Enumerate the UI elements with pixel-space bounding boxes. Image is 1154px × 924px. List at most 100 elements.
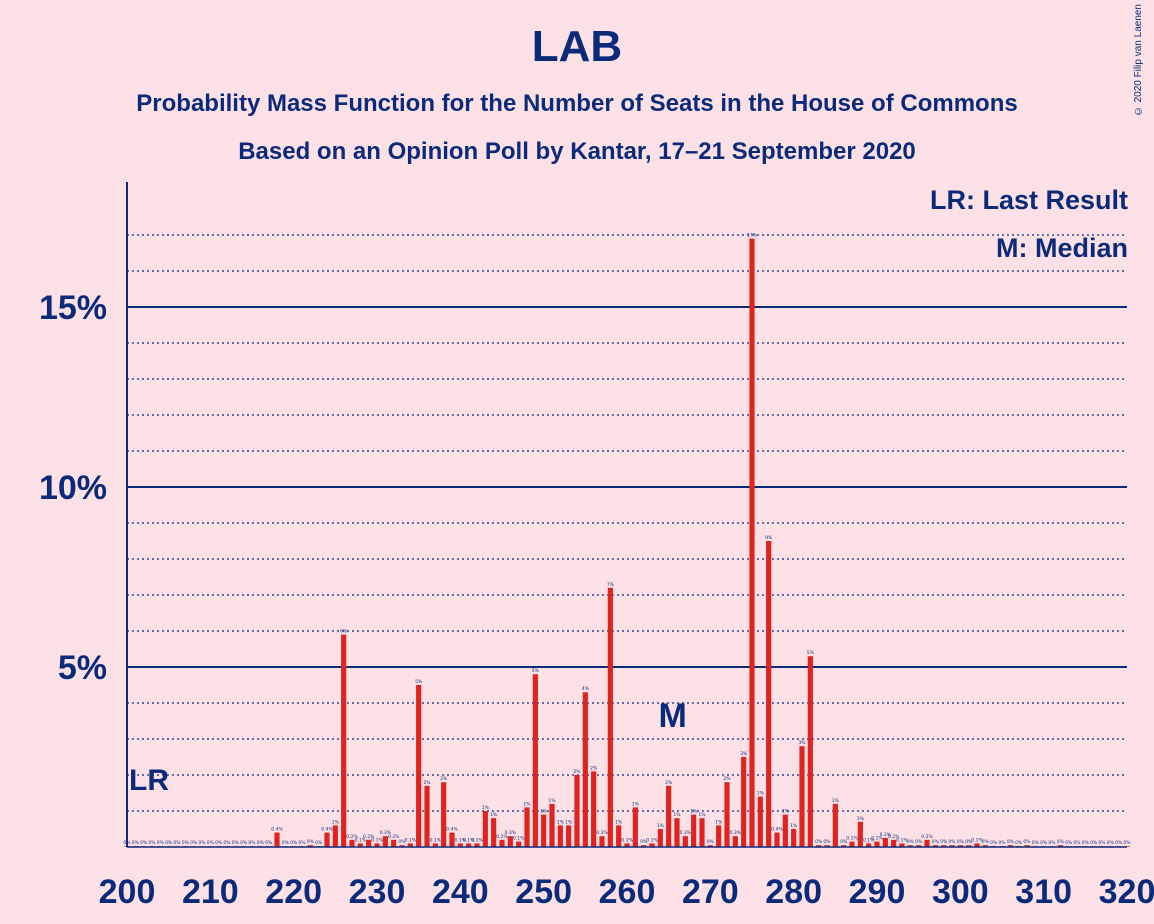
bar	[849, 841, 855, 847]
bar-value-label: 0%	[1098, 840, 1106, 846]
bar	[932, 845, 938, 847]
x-tick-label: 290	[849, 873, 906, 911]
x-tick-label: 240	[432, 873, 489, 911]
bar-value-label: 1%	[857, 816, 865, 822]
bar	[491, 818, 497, 847]
x-tick-label: 200	[99, 873, 156, 911]
chart-title: LAB	[531, 22, 623, 71]
bar-value-label: 0%	[182, 840, 190, 846]
bar-value-label: 1%	[332, 819, 340, 825]
bar-value-label: 0%	[207, 840, 215, 846]
bar-value-label: 0%	[248, 840, 256, 846]
bar-value-label: 0.2%	[363, 834, 375, 840]
bar	[666, 785, 672, 847]
y-tick-label: 5%	[58, 649, 107, 687]
bar-value-label: 0%	[173, 840, 181, 846]
bar	[541, 814, 547, 847]
bar	[682, 836, 688, 847]
bar-value-label: 0.1%	[471, 837, 483, 843]
bar-value-label: 0%	[315, 840, 323, 846]
bar	[582, 692, 588, 847]
bar-value-label: 17%	[747, 233, 758, 239]
bar	[466, 843, 472, 847]
bar	[982, 845, 988, 847]
bar	[524, 807, 530, 847]
bar-value-label: 1%	[657, 823, 665, 829]
bar-value-label: 0.3%	[730, 830, 742, 836]
bar-value-label: 1%	[715, 819, 723, 825]
bar-value-label: 0%	[232, 840, 240, 846]
bar-value-label: 0.3%	[380, 830, 392, 836]
bar-value-label: 5%	[415, 679, 423, 685]
bar-value-label: 9%	[765, 535, 773, 541]
x-tick-label: 280	[765, 873, 822, 911]
bar-value-label: 0%	[223, 840, 231, 846]
y-tick-label: 10%	[39, 469, 107, 507]
bar-value-label: 0%	[1015, 840, 1023, 846]
bar-value-label: 0%	[948, 839, 956, 845]
bar-value-label: 0%	[1082, 840, 1090, 846]
bar-value-label: 2%	[423, 780, 431, 786]
bar	[749, 238, 755, 848]
bar-value-label: 0.1%	[971, 837, 983, 843]
bar-value-label: 0.4%	[321, 827, 333, 833]
bar-value-label: 0.3%	[880, 832, 892, 838]
bar-value-label: 0%	[1073, 840, 1081, 846]
bar	[649, 843, 655, 847]
bar-value-label: 4%	[582, 686, 590, 692]
bar	[391, 839, 397, 847]
bar	[741, 757, 747, 847]
x-tick-label: 310	[1015, 873, 1072, 911]
bar-value-label: 0%	[398, 839, 406, 845]
bar	[891, 839, 897, 847]
bar	[791, 829, 797, 847]
x-tick-label: 220	[265, 873, 322, 911]
bar-value-label: 1%	[698, 812, 706, 818]
bar-value-label: 0.1%	[430, 837, 442, 843]
bar-value-label: 0%	[157, 840, 165, 846]
bar-value-label: 0.1%	[871, 836, 883, 842]
bar-value-label: 1%	[757, 791, 765, 797]
bar-value-label: 0%	[965, 839, 973, 845]
bar-value-label: 0.3%	[505, 830, 517, 836]
bar	[382, 836, 388, 847]
bar	[924, 839, 930, 847]
legend-last-result: LR: Last Result	[929, 185, 1128, 215]
bar-value-label: 0%	[265, 840, 273, 846]
bar-value-label: 2%	[573, 769, 581, 775]
bar	[774, 832, 780, 847]
bar-value-label: 0.4%	[446, 827, 458, 833]
bar-value-label: 0%	[1040, 840, 1048, 846]
bar-value-label: 0%	[990, 840, 998, 846]
bar-value-label: 0.1%	[463, 837, 475, 843]
bar	[616, 825, 622, 847]
x-tick-label: 320	[1099, 873, 1154, 911]
x-tick-label: 250	[515, 873, 572, 911]
bar	[657, 829, 663, 847]
bar	[632, 807, 638, 847]
bar-value-label: 0.2%	[888, 834, 900, 840]
bar	[607, 587, 613, 847]
bars	[124, 238, 1130, 848]
bar-value-label: 0%	[307, 839, 315, 845]
bar	[549, 803, 555, 847]
bar	[599, 836, 605, 847]
bar-value-label: 0%	[940, 839, 948, 845]
bar	[516, 841, 522, 847]
bar-value-label: 1%	[615, 819, 623, 825]
bar-value-label: 0%	[815, 839, 823, 845]
x-tick-label: 260	[599, 873, 656, 911]
x-tick-label: 270	[682, 873, 739, 911]
bar	[757, 796, 763, 847]
bar	[424, 785, 430, 847]
bar	[699, 818, 705, 847]
bar-value-label: 0.1%	[513, 836, 525, 842]
bar-value-label: 0%	[165, 840, 173, 846]
bar	[941, 845, 947, 847]
bar-value-label: 1%	[490, 812, 498, 818]
bar-value-label: 2%	[665, 780, 673, 786]
bar-value-label: 5%	[807, 650, 815, 656]
bar-value-label: 0%	[707, 839, 715, 845]
bar-value-label: 0%	[1065, 840, 1073, 846]
bar	[357, 843, 363, 847]
